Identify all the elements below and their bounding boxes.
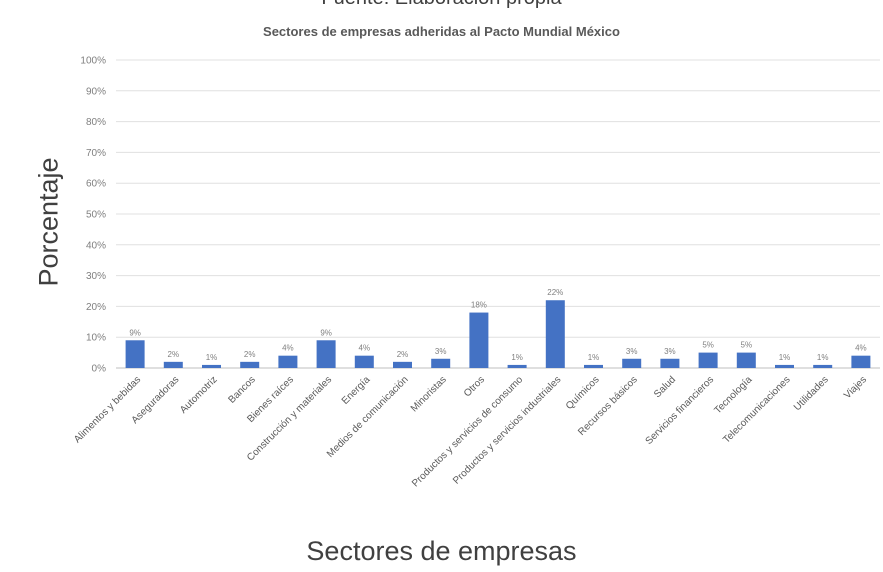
y-tick-label: 60% — [86, 179, 106, 190]
bar — [393, 361, 412, 368]
data-label: 2% — [244, 350, 256, 359]
figure-source-caption: Fuente: Elaboración propia — [0, 0, 883, 10]
x-category-label: Telecomunicaciones — [721, 374, 792, 445]
data-label: 9% — [320, 328, 332, 337]
data-label: 5% — [702, 341, 714, 350]
bar — [354, 355, 374, 368]
y-tick-label: 20% — [86, 302, 106, 313]
bar — [125, 340, 145, 368]
x-category-label: Medios de comunicación — [325, 374, 411, 460]
bar — [431, 358, 451, 368]
y-tick-label: 10% — [86, 333, 106, 344]
bar — [163, 361, 183, 368]
data-label: 3% — [435, 347, 447, 356]
bar — [545, 300, 565, 368]
y-tick-label: 40% — [86, 240, 106, 251]
data-label: 1% — [206, 353, 218, 362]
bar — [507, 364, 527, 368]
bar — [240, 361, 260, 368]
data-label: 3% — [664, 347, 676, 356]
y-tick-label: 100% — [80, 56, 106, 67]
data-label: 2% — [168, 350, 180, 359]
bar — [775, 364, 794, 368]
y-tick-label: 50% — [86, 210, 106, 221]
data-label: 5% — [741, 341, 753, 350]
bar — [660, 358, 680, 368]
x-category-label: Bancos — [226, 374, 257, 405]
data-label: 18% — [471, 301, 487, 310]
data-label: 1% — [511, 353, 523, 362]
x-category-label: Alimentos y bebidas — [72, 374, 143, 445]
data-label: 2% — [397, 350, 409, 359]
gridlines — [116, 59, 880, 369]
y-tick-label: 90% — [86, 86, 106, 97]
bar — [316, 340, 336, 368]
data-label: 4% — [855, 344, 867, 353]
bar — [813, 364, 833, 368]
y-tick-label: 30% — [86, 271, 106, 282]
x-category-label: Otros — [462, 374, 487, 399]
bar — [278, 355, 298, 368]
data-label: 22% — [547, 288, 563, 297]
x-category-label: Químicos — [564, 374, 602, 412]
data-label: 1% — [779, 353, 791, 362]
data-label: 3% — [626, 347, 638, 356]
bar — [202, 364, 221, 368]
data-labels: 9% 2% 1% 2% 4% 9% 4% 2% 3% 18% 1% 22% 1% 3% 3% 5% 5% 1% 1%… — [129, 288, 866, 362]
bar — [736, 352, 756, 368]
y-axis-ticks: 0% 10% 20% 30% 40% 50% 60% 70% 80% 90% 100% — [80, 56, 106, 375]
x-axis-label: Sectores de empresas — [306, 536, 577, 566]
x-category-label: Servicios financieros — [644, 374, 717, 447]
y-tick-label: 0% — [92, 364, 107, 375]
y-tick-label: 70% — [86, 148, 106, 159]
x-category-label: Salud — [652, 374, 678, 400]
data-label: 9% — [129, 328, 141, 337]
bar — [469, 312, 489, 368]
x-axis-categories: Alimentos y bebidasAseguradorasAutomotri… — [72, 374, 869, 489]
data-label: 1% — [588, 353, 600, 362]
x-category-label: Energía — [340, 374, 373, 407]
bar — [584, 364, 603, 368]
bars — [125, 300, 871, 368]
data-label: 4% — [359, 344, 371, 353]
x-category-label: Viajes — [842, 374, 869, 401]
data-label: 1% — [817, 353, 829, 362]
bar — [698, 352, 718, 368]
chart-title: Sectores de empresas adheridas al Pacto … — [263, 24, 620, 39]
x-category-label: Utilidades — [792, 374, 831, 413]
bar — [622, 358, 642, 368]
x-category-label: Automotriz — [178, 374, 220, 416]
data-label: 4% — [282, 344, 294, 353]
y-tick-label: 80% — [86, 117, 106, 128]
bar — [851, 355, 871, 368]
x-category-label: Minoristas — [409, 374, 449, 414]
